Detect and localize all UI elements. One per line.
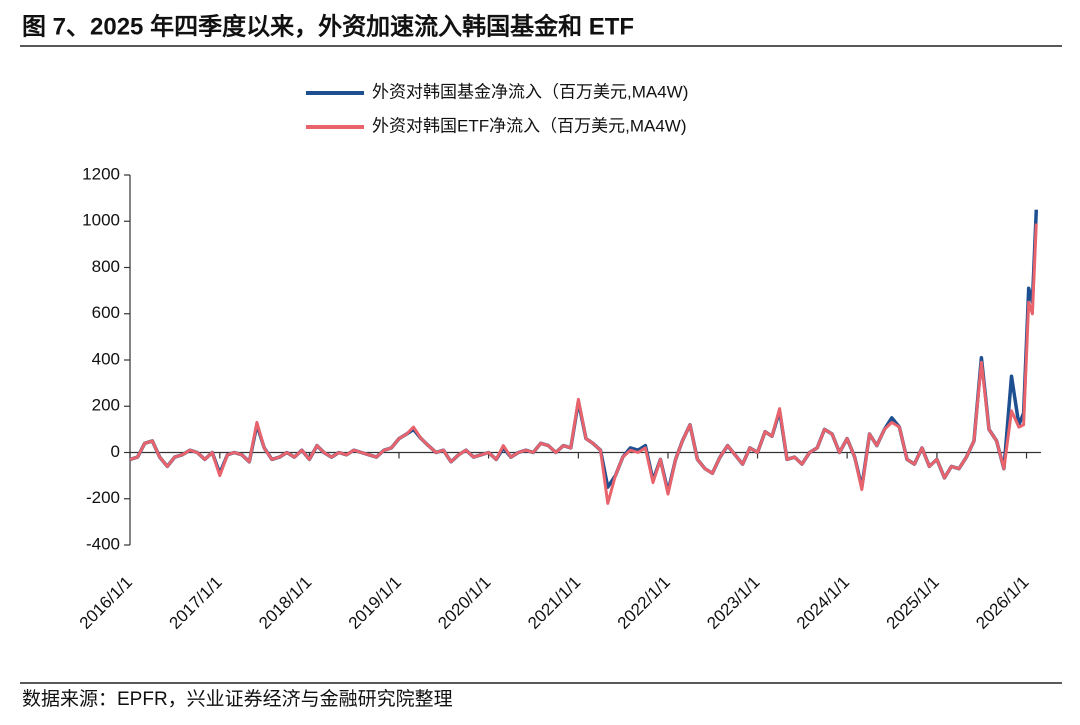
x-tick-label: 2026/1/1 <box>972 573 1032 633</box>
x-tick-label: 2024/1/1 <box>793 573 853 633</box>
series-line <box>129 223 1038 505</box>
legend-label: 外资对韩国基金净流入（百万美元,MA4W) <box>372 82 688 101</box>
x-tick-label: 2017/1/1 <box>166 573 226 633</box>
y-tick-label: 200 <box>92 396 120 415</box>
chart-title: 图 7、2025 年四季度以来，外资加速流入韩国基金和 ETF <box>22 12 634 40</box>
y-tick-label: -400 <box>86 534 120 553</box>
y-tick-label: 0 <box>111 442 120 461</box>
y-tick-label: 400 <box>92 349 120 368</box>
x-tick-label: 2016/1/1 <box>76 573 136 633</box>
legend-label: 外资对韩国ETF净流入（百万美元,MA4W) <box>372 116 687 135</box>
y-tick-label: -200 <box>86 488 120 507</box>
x-tick-label: 2023/1/1 <box>703 573 763 633</box>
x-tick-label: 2018/1/1 <box>255 573 315 633</box>
y-tick-label: 1200 <box>82 164 120 183</box>
x-tick-label: 2022/1/1 <box>614 573 674 633</box>
y-tick-label: 600 <box>92 303 120 322</box>
x-tick-label: 2021/1/1 <box>524 573 584 633</box>
y-tick-label: 800 <box>92 257 120 276</box>
x-tick-label: 2020/1/1 <box>434 573 494 633</box>
source-note: 数据来源：EPFR，兴业证券经济与金融研究院整理 <box>22 688 453 710</box>
y-tick-label: 1000 <box>82 211 120 230</box>
x-tick-label: 2019/1/1 <box>345 573 405 633</box>
x-tick-label: 2025/1/1 <box>883 573 943 633</box>
